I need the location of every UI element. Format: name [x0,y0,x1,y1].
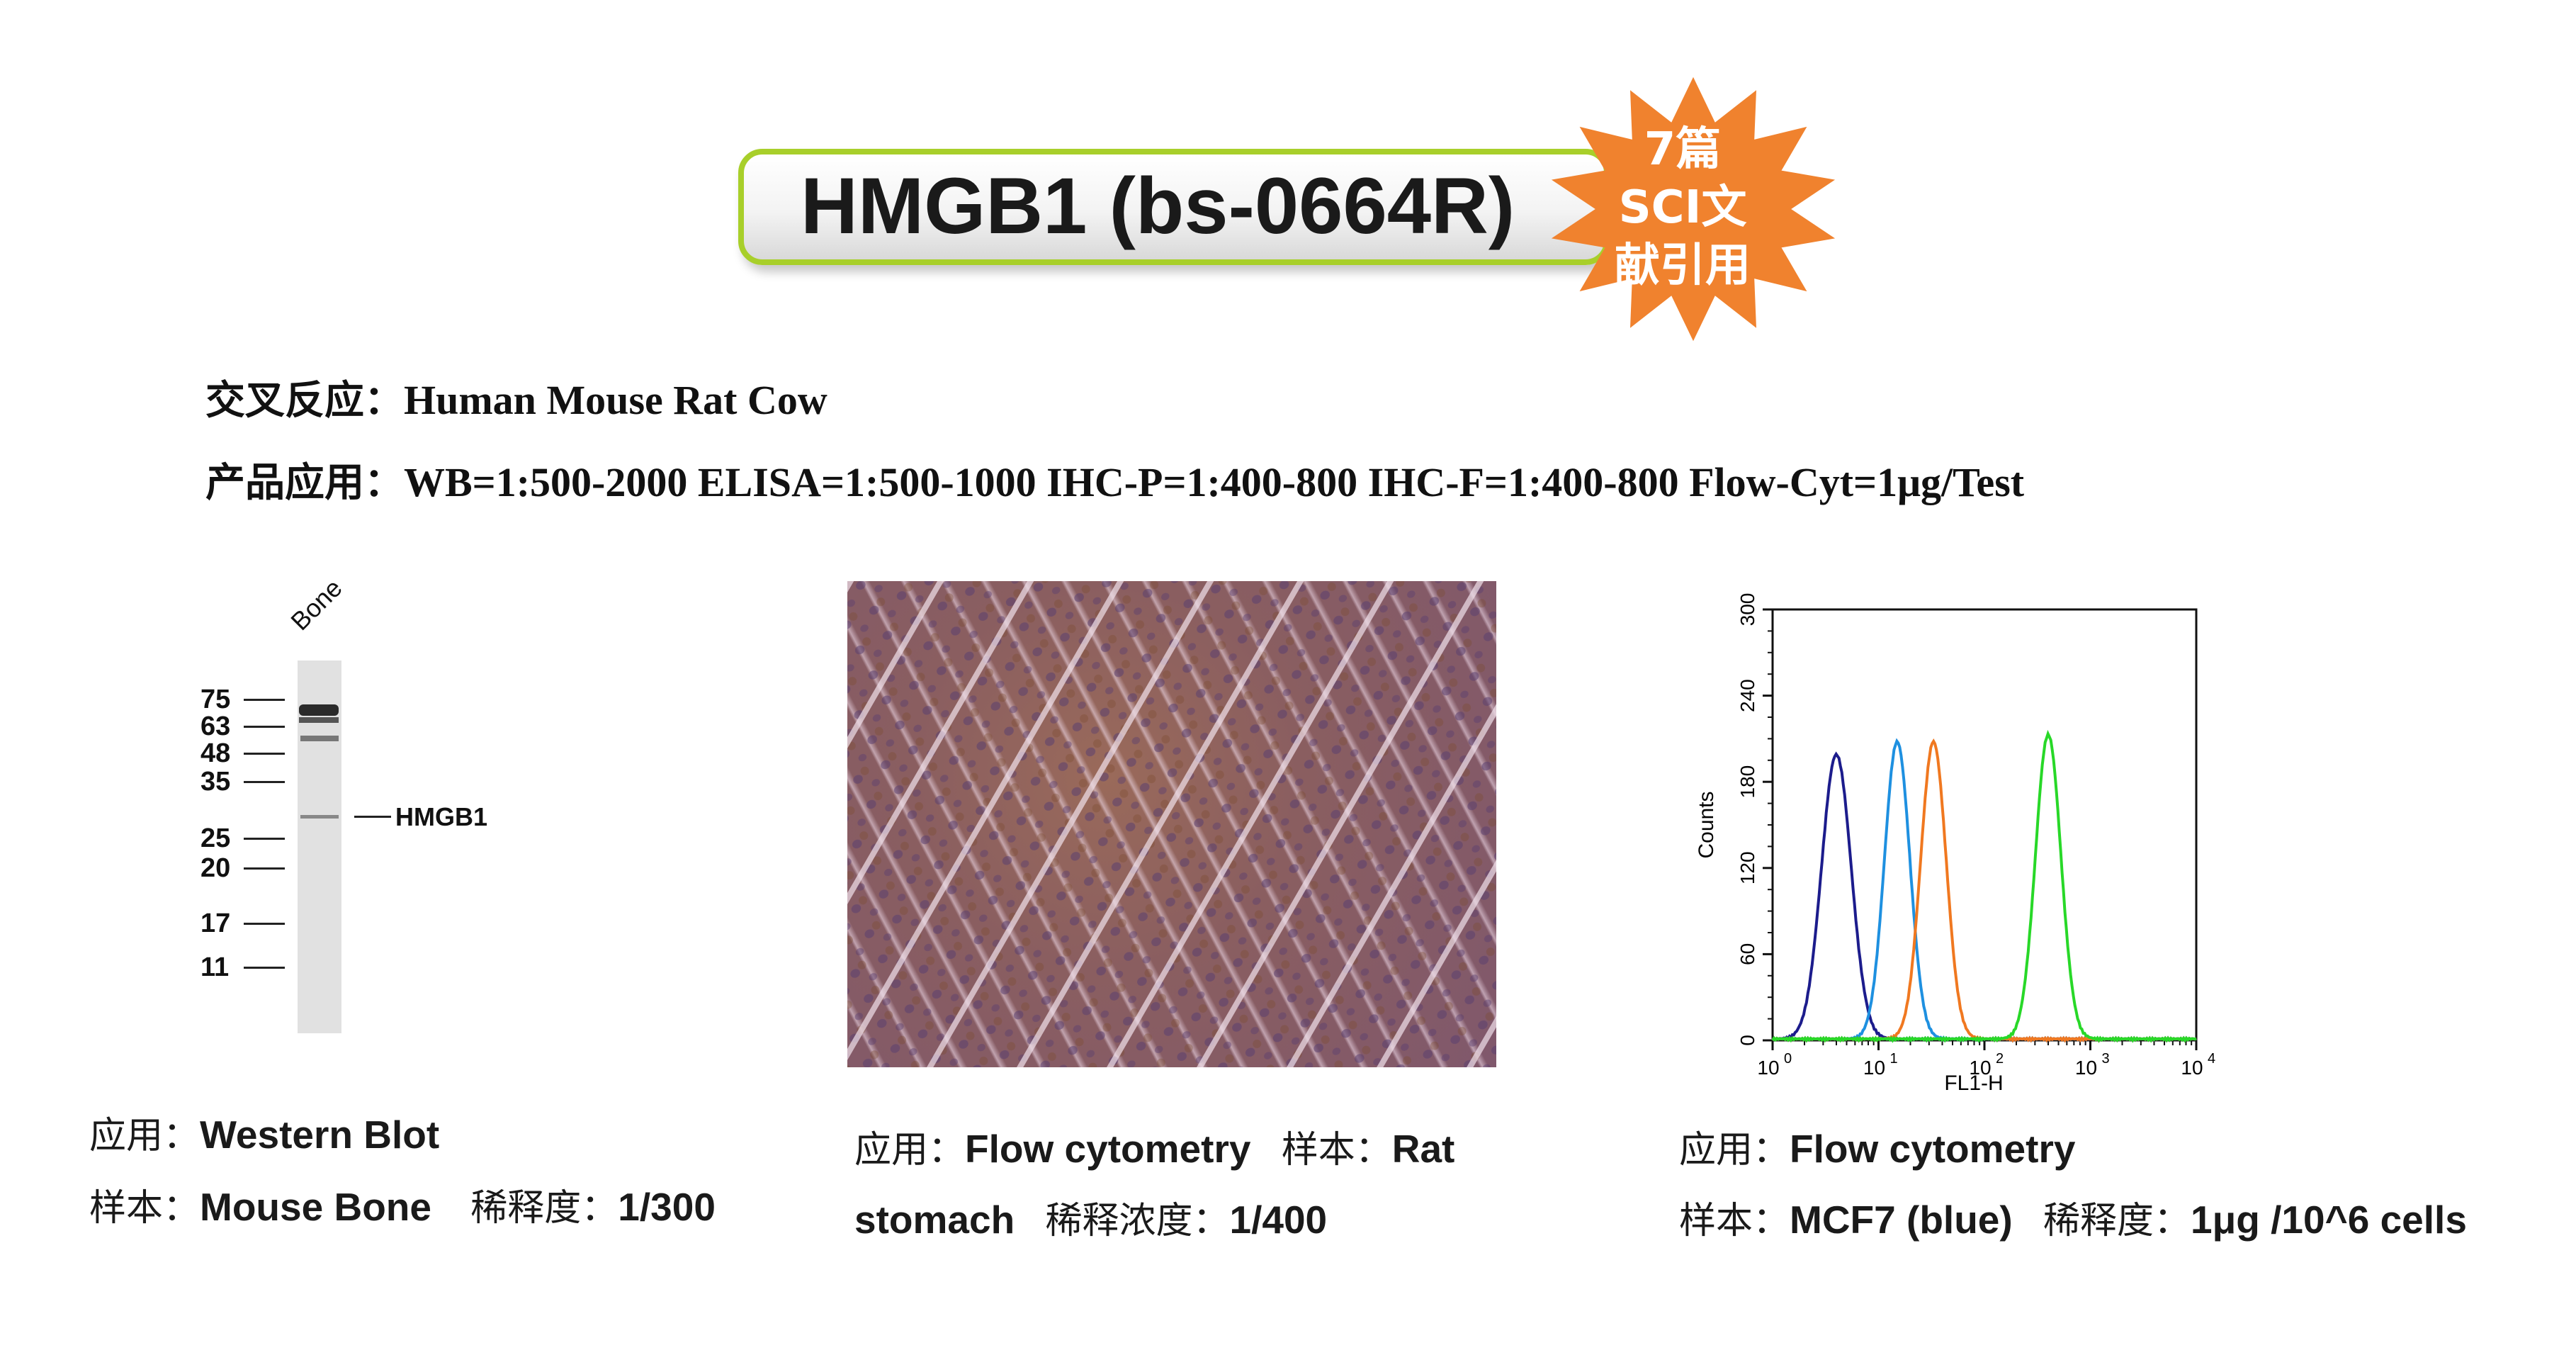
ihc-dilution-label: 稀释浓度： [1045,1200,1230,1242]
histogram-series [1771,729,2197,1043]
flow-sample-label: 样本： [1679,1200,1790,1242]
badge-line-2: SCI文 [1618,181,1747,234]
band-label: HMGB1 [395,802,488,831]
ihc-stain-image [847,581,1496,1067]
ihc-app-label: 应用： [854,1129,966,1171]
histogram-series-line [1771,729,2197,1043]
wb-sample-label: 样本： [89,1187,200,1230]
flow-sample-value: MCF7 (blue) [1790,1198,2013,1242]
blot-band [300,736,339,741]
marker-tick [244,867,285,870]
marker-tick [244,726,285,728]
blot-band [300,815,339,819]
x-tick-exponent: 1 [1890,1051,1898,1067]
flow-caption-sample: 样本：MCF7 (blue) 稀释度：1μg /10^6 cells [1679,1191,2467,1244]
flow-app-value: Flow cytometry [1790,1127,2076,1171]
x-tick-label: 10 [1757,1057,1779,1079]
badge-line-1: 7篇 [1644,123,1722,176]
marker-label: 20 [200,853,231,883]
reactivity-line: 交叉反应：Human Mouse Rat Cow [205,369,827,426]
blot-band [299,704,339,716]
y-tick-label: 0 [1736,1035,1758,1046]
marker-label: 17 [200,909,231,938]
flow-histogram-chart: 0 60 120 180 240 300 10 0 10 1 10 2 10 3 10 4 FL1-H Cou… [1695,593,2215,1095]
y-tick-label: 120 [1736,851,1758,884]
marker-label: 11 [200,952,230,982]
marker-tick [244,699,285,701]
marker-tick [244,753,285,755]
product-title: HMGB1 (bs-0664R) [801,162,1515,250]
plot-frame [1771,608,2198,1042]
x-tick-exponent: 2 [1996,1051,2004,1067]
lane-label: Bone [285,573,348,636]
marker-tick [244,781,285,783]
marker-label: 75 [200,685,231,714]
reactivity-value: Human Mouse Rat Cow [404,377,827,423]
x-tick-label: 10 [1863,1057,1885,1079]
x-tick-exponent: 4 [2208,1051,2215,1067]
wb-caption-app: 应用：Western Blot [89,1106,439,1159]
histogram-series-line [1771,738,2197,1043]
x-tick-label: 10 [2075,1057,2097,1079]
flow-app-label: 应用： [1679,1129,1790,1171]
reactivity-label: 交叉反应： [205,378,404,424]
marker-label: 25 [200,823,231,853]
y-axis-title: Counts [1695,791,1718,858]
flow-dilution-value: 1μg /10^6 cells [2191,1198,2467,1242]
blot-lane [298,660,341,1033]
x-tick-label: 10 [1969,1057,1991,1079]
x-tick-exponent: 0 [1784,1051,1792,1067]
application-line: 产品应用：WB=1:500-2000 ELISA=1:500-1000 IHC-… [205,451,2024,508]
y-tick-label: 300 [1736,593,1758,626]
x-tick-label: 10 [2181,1057,2203,1079]
marker-label: 63 [200,712,231,741]
wb-app-value: Western Blot [200,1113,440,1157]
citation-badge [1551,77,1836,342]
badge-line-3: 献引用 [1615,240,1751,292]
wb-dilution-value: 1/300 [618,1185,716,1229]
ihc-caption-line-2: stomach 稀释浓度：1/400 [854,1191,1327,1244]
ihc-sample-value-1: Rat [1391,1127,1455,1171]
flow-dilution-label: 稀释度： [2043,1200,2191,1242]
flow-caption-app: 应用：Flow cytometry [1679,1120,2075,1173]
marker-tick [244,923,285,925]
wb-dilution-label: 稀释度： [470,1187,618,1230]
histogram-series-line [1771,738,2197,1043]
blot-band [299,717,339,723]
histogram-series-line [1771,751,2197,1043]
ihc-dilution-value: 1/400 [1229,1198,1328,1242]
wb-sample-value: Mouse Bone [200,1185,431,1229]
ihc-sample-label: 样本： [1281,1129,1392,1171]
y-tick-label: 180 [1736,765,1758,799]
x-tick-exponent: 3 [2102,1051,2110,1067]
x-axis-title: FL1-H [1944,1072,2003,1095]
ihc-app-value: Flow cytometry [965,1127,1251,1171]
marker-tick [244,967,285,969]
band-pointer [354,816,391,818]
marker-label: 35 [200,767,231,797]
wb-app-label: 应用： [89,1115,200,1157]
wb-caption-sample: 样本：Mouse Bone 稀释度：1/300 [89,1178,716,1231]
y-tick-label: 240 [1736,679,1758,712]
ihc-sample-value-2: stomach [854,1198,1015,1242]
title-banner [738,149,1610,265]
y-tick-label: 60 [1736,943,1758,965]
marker-tick [244,838,285,840]
ihc-caption-line-1: 应用：Flow cytometry 样本：Rat [854,1120,1454,1173]
starburst-icon [1551,77,1836,342]
marker-label: 48 [200,738,231,768]
application-label: 产品应用： [205,460,404,506]
application-value: WB=1:500-2000 ELISA=1:500-1000 IHC-P=1:4… [404,459,2025,505]
axis-ticks: 0 60 120 180 240 300 10 0 10 1 10 2 10 3 10 4 [1736,593,2215,1079]
